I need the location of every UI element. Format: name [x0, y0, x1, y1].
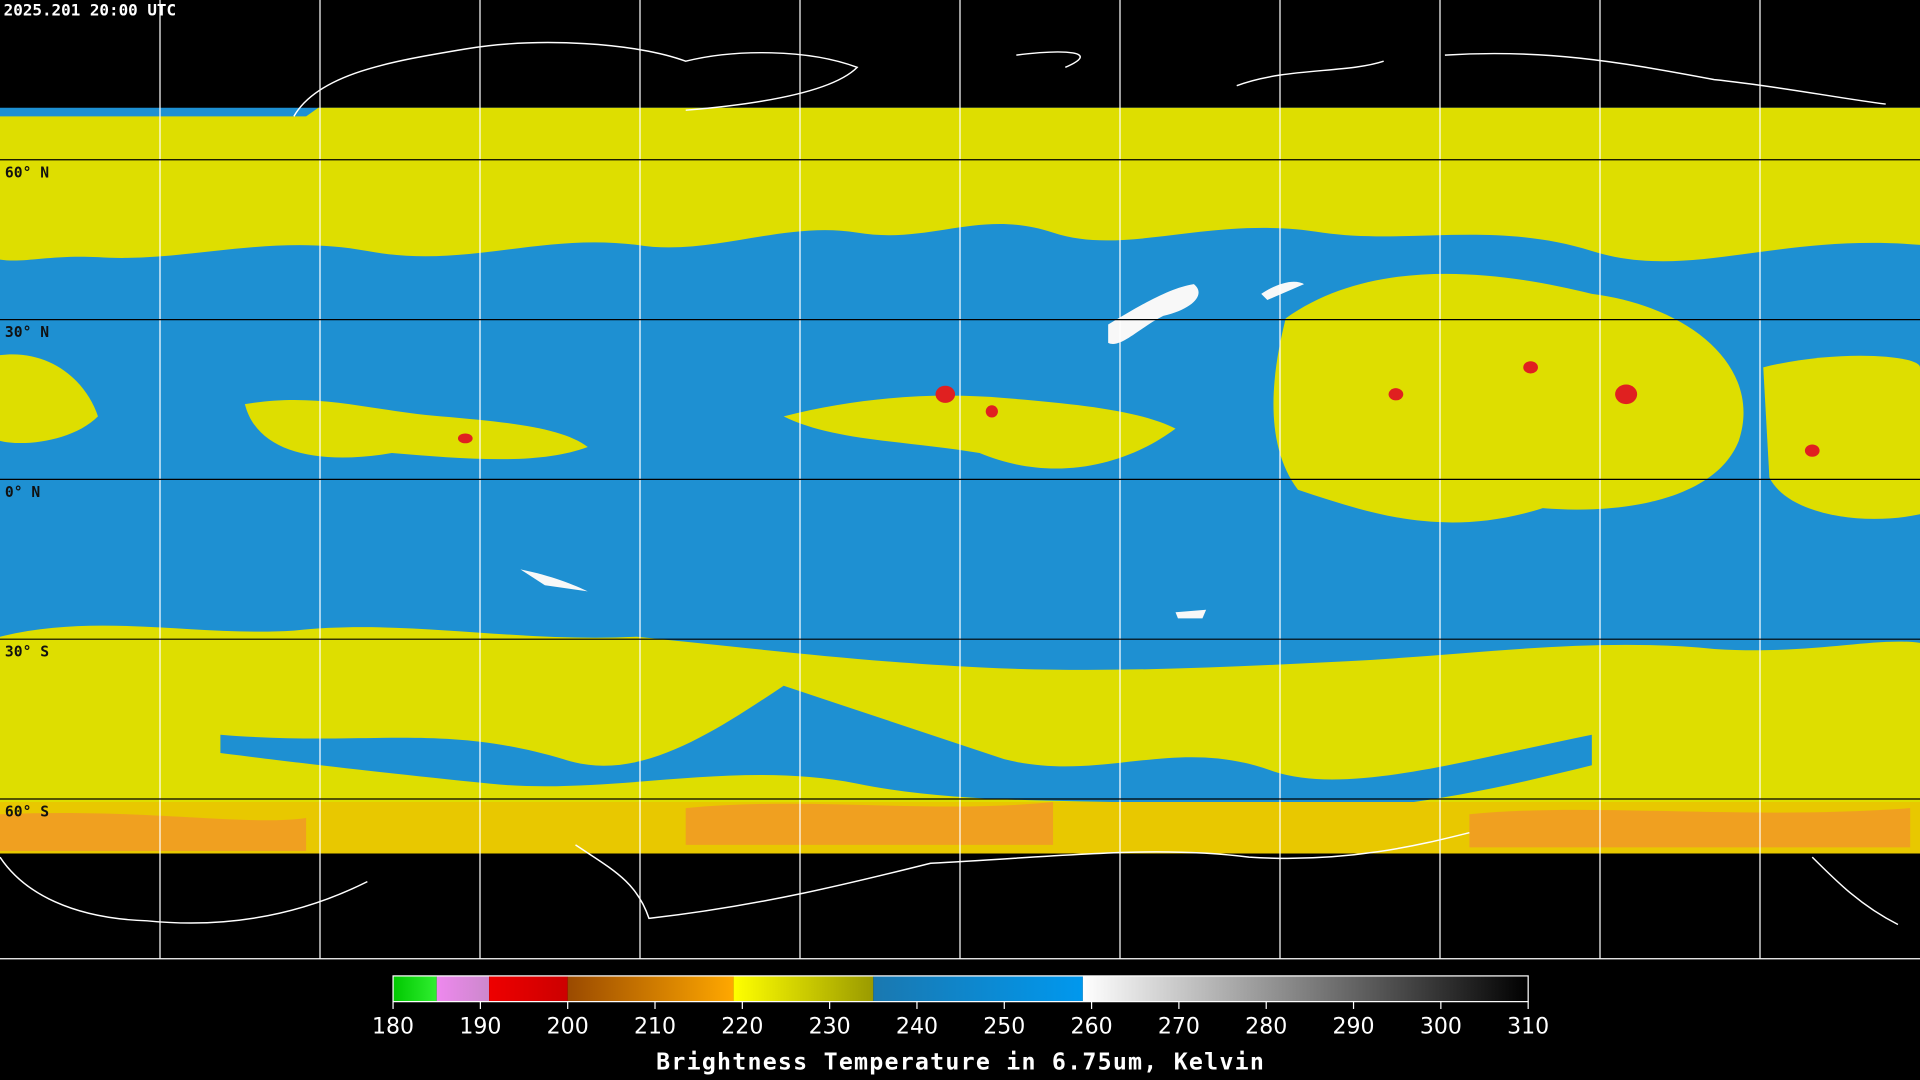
convective-cell [1388, 388, 1404, 401]
colorbar-segment [733, 975, 874, 1002]
colorbar-segment [489, 975, 568, 1002]
convective-cell [985, 405, 998, 418]
colorbar-frame [392, 975, 1529, 1003]
latitude-label: 60° S [5, 803, 49, 820]
timestamp: 2025.201 20:00 UTC [4, 1, 176, 20]
colorbar-tick-label: 270 [1158, 1014, 1200, 1039]
colorbar-tick-label: 280 [1245, 1014, 1287, 1039]
dry-intrusion-south [220, 685, 1592, 812]
colorbar-segment [393, 975, 437, 1002]
polar-coastlines [0, 41, 1899, 926]
colorbar-tick-label: 300 [1420, 1014, 1462, 1039]
colorbar-tick-label: 230 [809, 1014, 851, 1039]
latitude-label: 0° N [5, 484, 40, 501]
convective-cell [457, 433, 473, 444]
arctic-coast [293, 41, 1886, 117]
latitude-label: 60° N [5, 164, 49, 181]
colorbar-tick-label: 250 [983, 1014, 1025, 1039]
deep-convection [457, 361, 1820, 457]
colorbar-tick-label: 240 [896, 1014, 938, 1039]
colorbar-title: Brightness Temperature in 6.75um, Kelvin [656, 1048, 1265, 1075]
colorbar-tick-label: 210 [634, 1014, 676, 1039]
pacific-cloud [1763, 355, 1920, 519]
dry-patch [1261, 281, 1305, 300]
colorbar: 180 190 200 210 220 230 240 250 260 270 280 290 300 3… [372, 975, 1549, 1075]
itcz-east-pacific [244, 399, 588, 460]
cloud-west [0, 354, 98, 444]
antarctic-coast [0, 831, 1899, 926]
convective-cell [1804, 444, 1820, 457]
colorbar-segment [436, 975, 490, 1002]
colorbar-tick-label: 190 [459, 1014, 501, 1039]
colorbar-segment [873, 975, 1083, 1002]
colorbar-tick-label: 200 [547, 1014, 589, 1039]
dry-patch [1108, 284, 1199, 344]
very-dry-air [520, 281, 1305, 619]
colorbar-tick-label: 310 [1507, 1014, 1549, 1039]
colorbar-tick-label: 290 [1333, 1014, 1375, 1039]
colorbar-segment [1082, 975, 1529, 1002]
monsoon-cloud [1273, 273, 1744, 523]
convective-cell [1523, 361, 1538, 374]
colorbar-segment [567, 975, 734, 1002]
dry-patch [1175, 609, 1207, 619]
colorbar-tick-label: 260 [1071, 1014, 1113, 1039]
colorbar-tick-label: 220 [721, 1014, 763, 1039]
colorbar-tick-label: 180 [372, 1014, 414, 1039]
cold-cloud-south [0, 802, 1911, 852]
latitude-label: 30° N [5, 324, 49, 341]
convective-cell [935, 385, 956, 403]
itcz-africa [783, 395, 1176, 469]
latitude-label: 30° S [5, 644, 49, 661]
convective-cell [1615, 384, 1638, 405]
dry-patch [520, 569, 588, 592]
graticule: 60° N 30° N 0° N 30° S 60° S [0, 0, 1920, 960]
